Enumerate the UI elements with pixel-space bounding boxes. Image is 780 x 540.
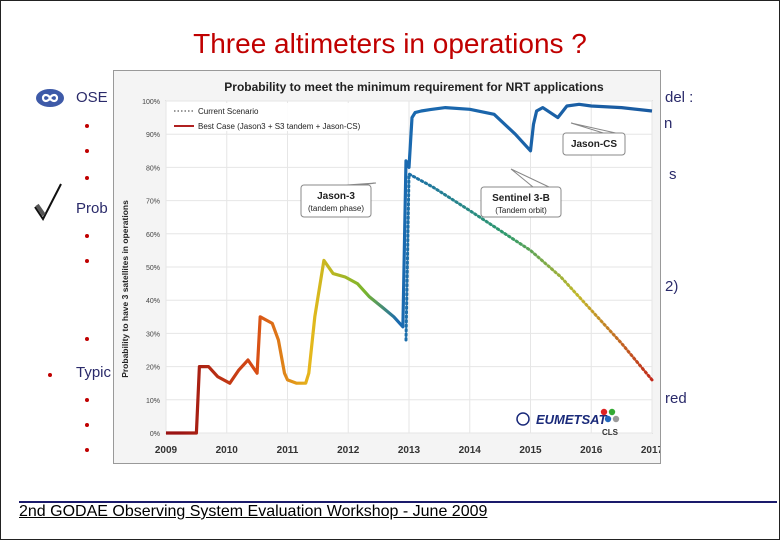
callout-text: Jason-CS: [571, 139, 617, 150]
cls-logo-dot: [612, 415, 620, 423]
y-tick-label: 100%: [142, 99, 160, 106]
chart-title: Probability to meet the minimum requirem…: [224, 80, 604, 94]
x-tick-label: 2010: [216, 445, 239, 456]
legend-label: Current Scenario: [198, 107, 259, 116]
sub-bullet-dot: [85, 259, 89, 263]
cls-logo-dot: [600, 408, 608, 416]
x-tick-label: 2015: [519, 445, 542, 456]
y-tick-label: 90%: [146, 132, 160, 139]
footer: 2nd GODAE Observing System Evaluation Wo…: [19, 501, 779, 529]
sub-bullet-dot: [85, 124, 89, 128]
callout-sentinel-3b: Sentinel 3-B (Tandem orbit): [480, 168, 562, 218]
cls-logo-dot: [608, 408, 616, 416]
sub-bullet-dot: [85, 337, 89, 341]
fragment-n: n: [664, 115, 673, 132]
y-tick-label: 10%: [146, 398, 160, 405]
callout-text: Sentinel 3-B: [492, 193, 550, 204]
x-tick-label: 2011: [277, 445, 299, 456]
callout-jason-cs: Jason-CS: [562, 122, 626, 156]
bullet-dot: [48, 373, 52, 377]
bullet-prob: Prob: [76, 200, 108, 217]
checkmark-icon: [34, 183, 62, 221]
y-tick-label: 70%: [146, 199, 160, 206]
legend-box: [170, 103, 375, 131]
sub-bullet-dot: [85, 448, 89, 452]
fragment-s: s: [669, 166, 677, 183]
sub-bullet-dot: [85, 149, 89, 153]
cls-logo-dot: [604, 415, 612, 423]
infinity-icon: [36, 89, 64, 107]
callout-box: [480, 186, 562, 218]
y-tick-label: 50%: [146, 265, 160, 272]
y-tick-label: 60%: [146, 232, 160, 239]
y-tick-label: 40%: [146, 298, 160, 305]
callout-jason-3: Jason-3 (tandem phase): [300, 182, 377, 218]
y-tick-label: 20%: [146, 365, 160, 372]
fragment-red: red: [665, 390, 687, 407]
sub-bullet-dot: [85, 176, 89, 180]
callout-tail: [510, 168, 550, 188]
footer-divider: [19, 501, 777, 503]
legend: Current Scenario Best Case (Jason3 + S3 t…: [170, 103, 375, 131]
probability-chart: Probability to meet the minimum requirem…: [114, 71, 660, 463]
callout-box: [562, 132, 626, 156]
x-tick-label: 2009: [155, 445, 178, 456]
legend-label: Best Case (Jason3 + S3 tandem + Jason-CS…: [198, 122, 361, 131]
callout-box: [300, 184, 372, 218]
fragment-del: del :: [665, 89, 694, 106]
bullet-typic: Typic: [76, 364, 112, 381]
callout-text: Jason-3: [317, 191, 355, 202]
y-tick-label: 30%: [146, 331, 160, 338]
x-tick-label: 2014: [459, 445, 482, 456]
sub-bullet-dot: [85, 234, 89, 238]
eumetsat-logo-mark: [516, 412, 530, 426]
sub-bullet-dot: [85, 423, 89, 427]
cls-logo: CLS: [602, 428, 619, 437]
x-tick-label: 2017: [641, 445, 660, 456]
y-tick-label: 80%: [146, 165, 160, 172]
x-tick-label: 2012: [337, 445, 360, 456]
callout-tail: [570, 122, 616, 134]
series-line-best-case: [166, 102, 653, 435]
sub-bullet-dot: [85, 398, 89, 402]
x-tick-label: 2013: [398, 445, 421, 456]
bullet-ose: OSE: [76, 89, 108, 106]
y-axis-label: Probability to have 3 satellites in oper…: [120, 200, 130, 378]
series-line-current-scenario: [404, 171, 654, 382]
x-tick-label: 2016: [580, 445, 603, 456]
eumetsat-logo: EUMETSAT: [536, 412, 608, 427]
y-tick-label: 0%: [150, 431, 160, 438]
callout-text: (tandem phase): [308, 204, 364, 213]
slide-title: Three altimeters in operations ?: [193, 28, 587, 59]
footer-text: 2nd GODAE Observing System Evaluation Wo…: [19, 503, 488, 520]
callout-text: (Tandem orbit): [495, 206, 547, 215]
fragment-2: 2): [665, 278, 679, 295]
